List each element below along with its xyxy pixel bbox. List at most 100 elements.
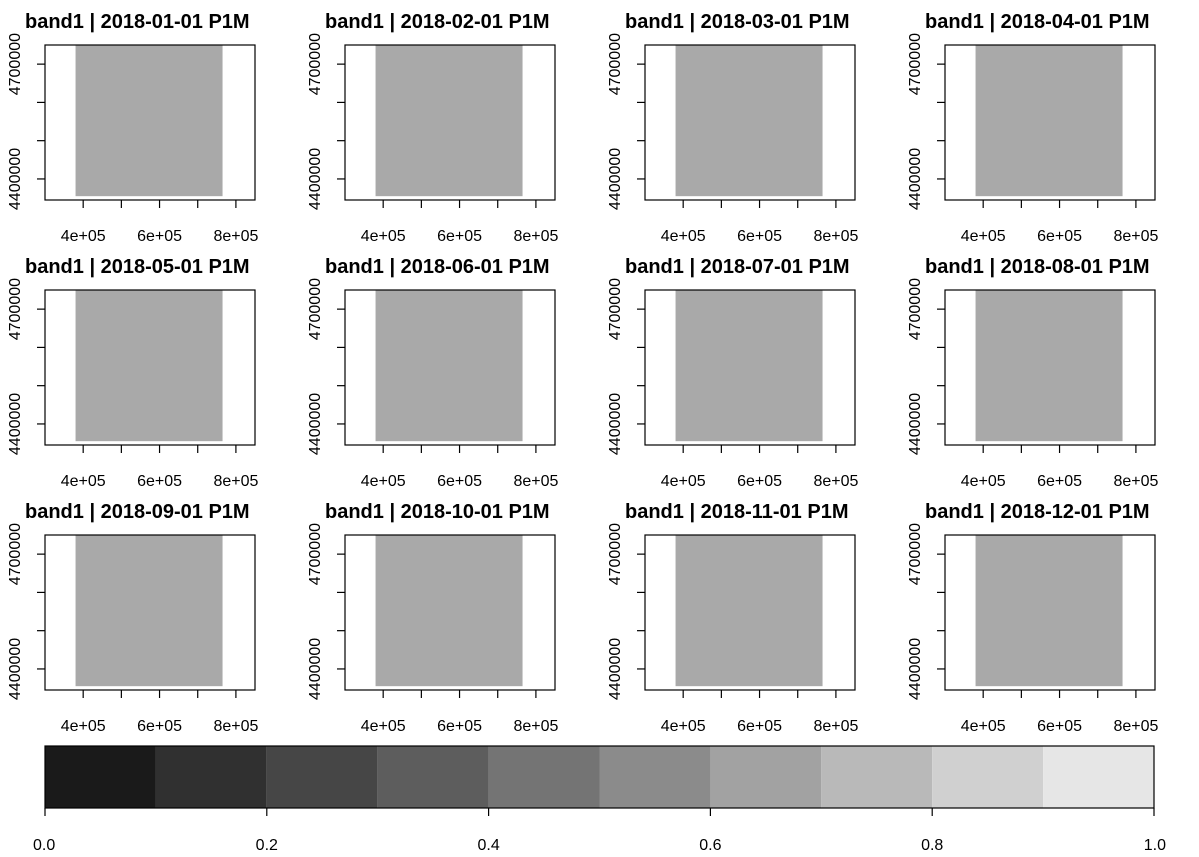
panel-title: band1 | 2018-09-01 P1M <box>25 501 250 523</box>
y-tick-label: 4700000 <box>7 278 24 340</box>
raster-cells <box>75 535 223 687</box>
x-tick-label: 6e+05 <box>137 473 182 490</box>
plot-frame <box>944 44 1156 201</box>
x-tick-label: 6e+05 <box>437 228 482 245</box>
raster-cells <box>75 290 223 442</box>
map-panel: band1 | 2018-01-01 P1M 4e+05 6e+05 8e+05 440… <box>7 11 258 245</box>
x-tick-label: 8e+05 <box>213 228 258 245</box>
panel-title: band1 | 2018-02-01 P1M <box>325 11 550 33</box>
x-tick-label: 6e+05 <box>137 228 182 245</box>
map-panel: band1 | 2018-12-01 P1M 4e+05 6e+05 8e+05 440… <box>907 501 1158 735</box>
raster-cells <box>975 535 1123 687</box>
y-tick-label: 4700000 <box>907 278 924 340</box>
colorbar-bin <box>155 746 267 808</box>
y-tick-label: 4700000 <box>7 523 24 585</box>
panel-title: band1 | 2018-07-01 P1M <box>625 256 850 278</box>
panel-title: band1 | 2018-06-01 P1M <box>325 256 550 278</box>
map-panel: band1 | 2018-07-01 P1M 4e+05 6e+05 8e+05 440… <box>607 256 858 490</box>
colorbar-legend: 0.0 0.2 0.4 0.6 0.8 1.0 <box>33 745 1166 854</box>
raster-cells <box>75 45 223 197</box>
plot-frame <box>44 534 256 691</box>
y-tick-label: 4400000 <box>7 638 24 700</box>
x-tick-label: 6e+05 <box>737 228 782 245</box>
colorbar-tick-label: 0.4 <box>477 837 499 854</box>
colorbar-bin <box>266 746 378 808</box>
x-tick-label: 4e+05 <box>961 228 1006 245</box>
y-tick-label: 4700000 <box>307 33 324 95</box>
x-tick-label: 8e+05 <box>813 718 858 735</box>
panel-grid: band1 | 2018-01-01 P1M 4e+05 6e+05 8e+05 440… <box>7 11 1158 735</box>
x-tick-label: 4e+05 <box>361 473 406 490</box>
map-panel: band1 | 2018-03-01 P1M 4e+05 6e+05 8e+05 440… <box>607 11 858 245</box>
colorbar-bin <box>45 746 156 808</box>
y-tick-label: 4400000 <box>7 393 24 455</box>
raster-cells <box>375 535 523 687</box>
colorbar-tick-label: 0.8 <box>921 837 943 854</box>
y-tick-label: 4400000 <box>907 148 924 210</box>
colorbar-tick-label: 0.0 <box>33 837 55 854</box>
x-tick-label: 4e+05 <box>961 473 1006 490</box>
y-tick-label: 4400000 <box>307 393 324 455</box>
y-tick-label: 4400000 <box>907 638 924 700</box>
y-tick-label: 4400000 <box>607 638 624 700</box>
x-tick-label: 6e+05 <box>737 718 782 735</box>
plot-frame <box>44 289 256 446</box>
y-tick-label: 4400000 <box>7 148 24 210</box>
y-tick-label: 4400000 <box>307 638 324 700</box>
x-tick-label: 4e+05 <box>661 228 706 245</box>
raster-cells <box>375 45 523 197</box>
colorbar-tick-label: 1.0 <box>1144 837 1166 854</box>
raster-cells <box>975 45 1123 197</box>
plot-frame <box>944 534 1156 691</box>
panel-title: band1 | 2018-08-01 P1M <box>925 256 1150 278</box>
x-tick-label: 8e+05 <box>513 228 558 245</box>
x-tick-label: 8e+05 <box>1113 473 1158 490</box>
map-panel: band1 | 2018-04-01 P1M 4e+05 6e+05 8e+05 440… <box>907 11 1158 245</box>
colorbar-frame <box>44 745 1155 809</box>
plot-frame <box>944 289 1156 446</box>
panel-title: band1 | 2018-10-01 P1M <box>325 501 550 523</box>
colorbar-bin <box>821 746 933 808</box>
panel-title: band1 | 2018-01-01 P1M <box>25 11 250 33</box>
x-tick-label: 6e+05 <box>437 473 482 490</box>
map-panel: band1 | 2018-05-01 P1M 4e+05 6e+05 8e+05 440… <box>7 256 258 490</box>
colorbar-bin <box>599 746 711 808</box>
y-tick-label: 4400000 <box>907 393 924 455</box>
plot-frame <box>344 534 556 691</box>
raster-cells <box>675 290 823 442</box>
map-panel: band1 | 2018-08-01 P1M 4e+05 6e+05 8e+05 440… <box>907 256 1158 490</box>
x-tick-label: 4e+05 <box>661 718 706 735</box>
map-panel: band1 | 2018-09-01 P1M 4e+05 6e+05 8e+05 440… <box>7 501 258 735</box>
y-tick-label: 4400000 <box>607 393 624 455</box>
map-panel: band1 | 2018-11-01 P1M 4e+05 6e+05 8e+05 440… <box>607 501 858 735</box>
panel-title: band1 | 2018-12-01 P1M <box>925 501 1150 523</box>
x-tick-label: 8e+05 <box>513 718 558 735</box>
x-tick-label: 8e+05 <box>813 473 858 490</box>
map-panel: band1 | 2018-02-01 P1M 4e+05 6e+05 8e+05 440… <box>307 11 558 245</box>
y-tick-label: 4700000 <box>307 278 324 340</box>
y-tick-label: 4700000 <box>907 523 924 585</box>
map-panel: band1 | 2018-10-01 P1M 4e+05 6e+05 8e+05 440… <box>307 501 558 735</box>
raster-cells <box>675 45 823 197</box>
x-tick-label: 8e+05 <box>213 718 258 735</box>
colorbar-bin <box>377 746 489 808</box>
plot-frame <box>344 44 556 201</box>
x-tick-label: 6e+05 <box>737 473 782 490</box>
y-tick-label: 4400000 <box>307 148 324 210</box>
y-tick-label: 4400000 <box>607 148 624 210</box>
raster-cells <box>675 535 823 687</box>
panel-title: band1 | 2018-11-01 P1M <box>625 501 849 523</box>
x-tick-label: 4e+05 <box>961 718 1006 735</box>
x-tick-label: 4e+05 <box>61 718 106 735</box>
colorbar-bin <box>1043 746 1154 808</box>
y-tick-label: 4700000 <box>607 523 624 585</box>
plot-frame <box>644 289 856 446</box>
panel-title: band1 | 2018-04-01 P1M <box>925 11 1150 33</box>
colorbar-tick-label: 0.2 <box>256 837 278 854</box>
x-tick-label: 8e+05 <box>513 473 558 490</box>
y-tick-label: 4700000 <box>307 523 324 585</box>
y-tick-label: 4700000 <box>907 33 924 95</box>
colorbar-bin <box>488 746 600 808</box>
plot-frame <box>44 44 256 201</box>
x-tick-label: 6e+05 <box>137 718 182 735</box>
